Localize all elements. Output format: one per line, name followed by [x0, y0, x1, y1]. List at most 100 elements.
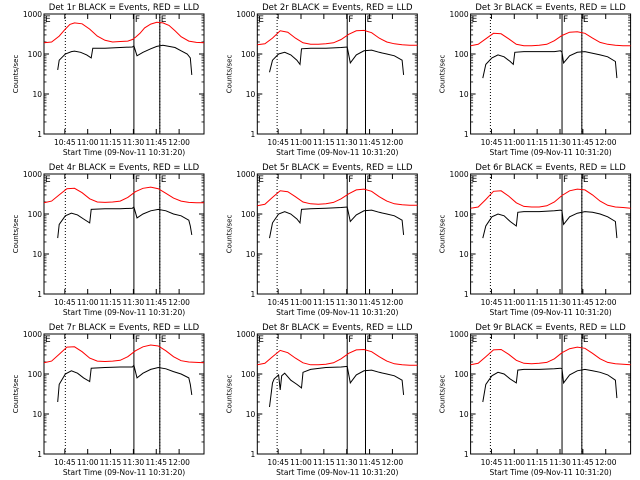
x-axis-label: Start Time (09-Nov-11 10:31:20): [276, 148, 398, 157]
y-tick-label: 100: [454, 210, 469, 219]
y-tick-label: 1000: [450, 170, 469, 179]
chart-panel: Det 8r BLACK = Events, RED = LLD 1 10 100 10…: [225, 323, 418, 477]
chart-panel: Det 4r BLACK = Events, RED = LLD 1 10 100 10…: [12, 163, 205, 317]
lld-series-line: [470, 188, 631, 209]
chart-panel: Det 1r BLACK = Events, RED = LLD 1 10 100 10…: [12, 3, 205, 157]
x-tick-label: 11:15: [100, 138, 122, 147]
x-tick-label: 10:45: [481, 138, 503, 147]
x-tick-label: 11:00: [503, 298, 525, 307]
x-tick-label: 11:30: [549, 138, 571, 147]
flag-e-label: E: [472, 15, 478, 25]
y-tick-label: 1: [464, 130, 469, 139]
x-axis-label: Start Time (09-Nov-11 10:31:20): [63, 148, 185, 157]
y-tick-label: 1000: [23, 10, 42, 19]
lld-series-line: [43, 344, 205, 364]
lld-series-line: [43, 21, 205, 44]
events-series-line: [269, 46, 405, 75]
x-tick-label: 11:00: [503, 138, 525, 147]
y-tick-label: 1: [251, 130, 256, 139]
chart-title: Det 5r BLACK = Events, RED = LLD: [262, 163, 413, 173]
x-tick-label: 11:45: [359, 138, 381, 147]
flag-e-label: E: [45, 175, 51, 185]
chart-panel: Det 9r BLACK = Events, RED = LLD 1 10 100 10…: [439, 323, 632, 477]
flag-e-label: E: [258, 15, 264, 25]
y-tick-label: 1: [37, 290, 42, 299]
plot-frame: [43, 173, 205, 295]
flag-f-label: F: [563, 175, 568, 185]
x-tick-label: 11:45: [145, 298, 167, 307]
flag-e-label: E: [45, 335, 51, 345]
x-tick-label: 11:30: [549, 298, 571, 307]
x-tick-label: 12:00: [595, 298, 617, 307]
y-axis-label: Counts/sec: [225, 55, 233, 94]
y-tick-label: 100: [28, 50, 43, 59]
plot-frame: [43, 13, 205, 135]
y-tick-label: 1: [251, 450, 256, 459]
x-tick-label: 11:15: [313, 458, 335, 467]
x-tick-label: 12:00: [168, 138, 190, 147]
x-tick-label: 11:30: [549, 458, 571, 467]
y-axis-label: Counts/sec: [439, 375, 447, 414]
x-tick-label: 12:00: [168, 298, 190, 307]
x-tick-label: 11:00: [290, 298, 312, 307]
events-series-line: [57, 364, 193, 403]
x-tick-label: 11:30: [336, 458, 358, 467]
events-series-line: [57, 206, 193, 239]
flag-f-label: F: [348, 15, 353, 25]
x-tick-label: 12:00: [382, 138, 404, 147]
flag-f-label: F: [135, 175, 140, 185]
x-tick-label: 12:00: [595, 458, 617, 467]
y-tick-label: 10: [246, 90, 256, 99]
chart-title: Det 3r BLACK = Events, RED = LLD: [475, 3, 626, 13]
flag-e-label: E: [45, 15, 51, 25]
y-tick-label: 10: [459, 90, 469, 99]
x-tick-label: 11:30: [123, 458, 145, 467]
x-tick-label: 10:45: [267, 138, 289, 147]
flag-e-label: E: [583, 335, 589, 345]
y-tick-label: 10: [459, 250, 469, 259]
lld-series-line: [257, 188, 418, 207]
x-tick-label: 11:15: [526, 298, 548, 307]
chart-title: Det 1r BLACK = Events, RED = LLD: [49, 3, 200, 13]
chart-title: Det 4r BLACK = Events, RED = LLD: [49, 163, 200, 173]
lld-series-line: [257, 348, 418, 366]
flag-e-label: E: [366, 15, 372, 25]
events-series-line: [482, 367, 618, 403]
chart-title: Det 9r BLACK = Events, RED = LLD: [475, 323, 626, 333]
events-series-line: [57, 44, 193, 75]
x-tick-label: 11:15: [100, 298, 122, 307]
chart-panel: Det 3r BLACK = Events, RED = LLD 1 10 100 10…: [439, 3, 632, 157]
y-axis-label: Counts/sec: [439, 215, 447, 254]
x-tick-label: 11:30: [123, 298, 145, 307]
x-tick-label: 11:30: [336, 138, 358, 147]
y-tick-label: 10: [246, 250, 256, 259]
x-tick-label: 12:00: [382, 298, 404, 307]
x-tick-label: 11:45: [572, 138, 594, 147]
x-tick-label: 11:00: [77, 138, 99, 147]
plot-frame: [470, 333, 632, 455]
x-tick-label: 12:00: [595, 138, 617, 147]
y-tick-label: 1000: [236, 170, 255, 179]
y-tick-label: 100: [454, 50, 469, 59]
x-axis-label: Start Time (09-Nov-11 10:31:20): [276, 468, 398, 477]
y-tick-label: 1000: [23, 170, 42, 179]
y-tick-label: 1000: [236, 330, 255, 339]
x-tick-label: 11:45: [359, 298, 381, 307]
x-tick-label: 12:00: [382, 458, 404, 467]
flag-e-label: E: [161, 15, 167, 25]
events-series-line: [269, 365, 405, 408]
x-axis-label: Start Time (09-Nov-11 10:31:20): [276, 308, 398, 317]
x-tick-label: 12:00: [168, 458, 190, 467]
y-tick-label: 100: [28, 370, 43, 379]
y-tick-label: 100: [241, 50, 256, 59]
events-series-line: [482, 50, 618, 79]
plot-frame: [43, 333, 205, 455]
y-tick-label: 100: [28, 210, 43, 219]
chart-title: Det 8r BLACK = Events, RED = LLD: [262, 323, 413, 333]
plot-frame: [470, 173, 632, 295]
lld-series-line: [43, 186, 204, 204]
x-tick-label: 10:45: [267, 458, 289, 467]
plot-frame: [256, 333, 418, 455]
lld-series-line: [470, 346, 631, 366]
